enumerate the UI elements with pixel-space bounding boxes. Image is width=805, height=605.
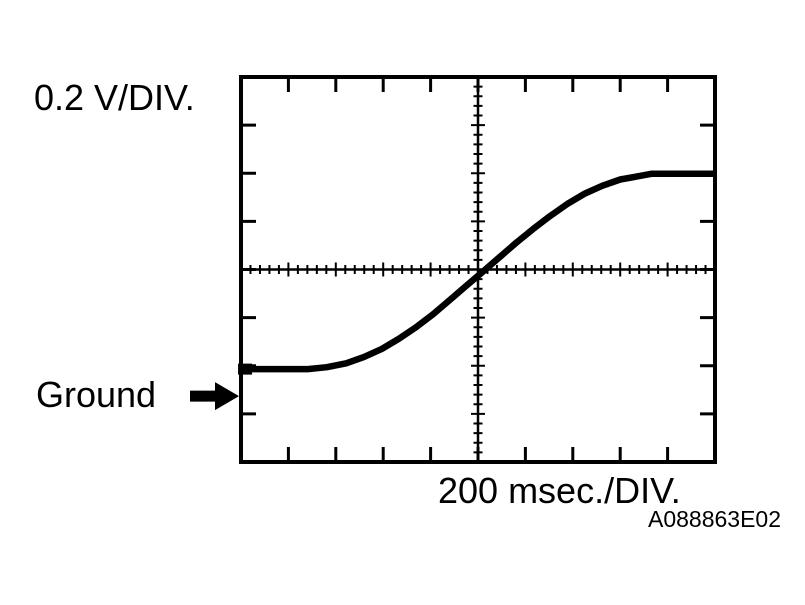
time-scale-label: 200 msec./DIV. <box>438 470 681 511</box>
voltage-scale-label: 0.2 V/DIV. <box>34 77 195 118</box>
waveform-trace <box>238 170 716 375</box>
ground-label: Ground <box>36 374 157 415</box>
graticule-grid <box>239 75 717 464</box>
figure-code: A088863E02 <box>647 506 781 532</box>
ground-arrow-icon <box>190 382 239 411</box>
